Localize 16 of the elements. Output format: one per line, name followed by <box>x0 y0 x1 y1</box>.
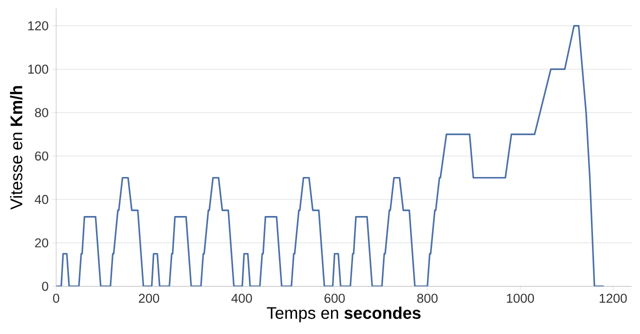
x-tick-label: 1200 <box>600 294 627 303</box>
y-tick-label: 0 <box>42 282 48 291</box>
x-axis-title: Temps en secondes <box>266 306 421 322</box>
y-tick-label: 120 <box>28 21 48 30</box>
y-tick-label: 80 <box>35 108 48 118</box>
y-tick-label: 40 <box>34 194 48 204</box>
y-tick-label: 60 <box>35 151 48 161</box>
x-tick-label: 0 <box>53 294 60 303</box>
x-tick-label: 600 <box>324 294 345 303</box>
x-tick-label: 1000 <box>506 294 534 303</box>
y-axis-title: Vitesse en Km/h <box>10 86 23 210</box>
y-tick-label: 20 <box>35 238 48 248</box>
x-tick-label: 200 <box>138 294 160 303</box>
y-tick-label: 100 <box>28 64 48 74</box>
x-tick-label: 800 <box>417 294 438 303</box>
x-tick-label: 400 <box>231 294 252 303</box>
